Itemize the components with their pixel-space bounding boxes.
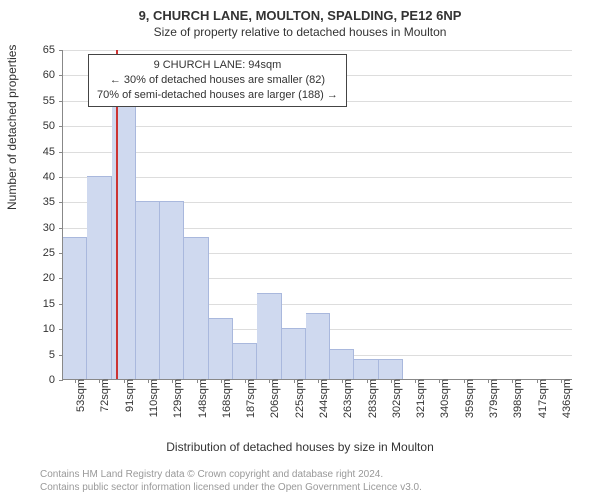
- x-tick-label: 321sqm: [415, 379, 427, 418]
- x-tick-label: 187sqm: [245, 379, 257, 418]
- x-tick-label: 129sqm: [172, 379, 184, 418]
- y-tick-label: 15: [43, 298, 63, 310]
- x-axis-title: Distribution of detached houses by size …: [0, 440, 600, 454]
- y-tick-label: 50: [43, 120, 63, 132]
- histogram-bar: [330, 349, 354, 379]
- x-tick-label: 340sqm: [439, 379, 451, 418]
- x-tick-label: 91sqm: [124, 379, 136, 412]
- x-tick-label: 206sqm: [269, 379, 281, 418]
- grid-line: [63, 126, 572, 127]
- y-tick-label: 45: [43, 146, 63, 158]
- histogram-bar: [209, 318, 233, 379]
- y-tick-label: 60: [43, 69, 63, 81]
- x-tick-label: 283sqm: [367, 379, 379, 418]
- grid-line: [63, 177, 572, 178]
- footer-line-1: Contains HM Land Registry data © Crown c…: [40, 469, 422, 482]
- y-tick-label: 40: [43, 171, 63, 183]
- y-tick-label: 20: [43, 272, 63, 284]
- histogram-bar: [257, 293, 281, 379]
- y-tick-label: 10: [43, 323, 63, 335]
- x-tick-label: 72sqm: [99, 379, 111, 412]
- histogram-chart: 0510152025303540455055606553sqm72sqm91sq…: [62, 50, 572, 380]
- x-tick-label: 379sqm: [488, 379, 500, 418]
- histogram-bar: [63, 237, 87, 379]
- x-tick-label: 417sqm: [537, 379, 549, 418]
- y-tick-label: 55: [43, 95, 63, 107]
- x-tick-label: 168sqm: [221, 379, 233, 418]
- y-tick-label: 35: [43, 196, 63, 208]
- y-tick-label: 5: [49, 349, 63, 361]
- histogram-bar: [160, 201, 184, 379]
- histogram-bar: [306, 313, 330, 379]
- footer-line-2: Contains public sector information licen…: [40, 482, 422, 495]
- histogram-bar: [184, 237, 208, 379]
- page-subtitle: Size of property relative to detached ho…: [0, 23, 600, 39]
- x-tick-label: 244sqm: [318, 379, 330, 418]
- footer-attribution: Contains HM Land Registry data © Crown c…: [40, 469, 422, 494]
- histogram-bar: [233, 343, 257, 379]
- x-tick-label: 436sqm: [561, 379, 573, 418]
- info-box: 9 CHURCH LANE: 94sqm← 30% of detached ho…: [88, 54, 347, 107]
- histogram-bar: [282, 328, 306, 379]
- histogram-bar: [379, 359, 403, 379]
- x-tick-label: 263sqm: [342, 379, 354, 418]
- grid-line: [63, 152, 572, 153]
- info-box-line3: 70% of semi-detached houses are larger (…: [97, 88, 338, 103]
- grid-line: [63, 50, 572, 51]
- x-tick-label: 148sqm: [197, 379, 209, 418]
- histogram-bar: [87, 176, 111, 379]
- histogram-bar: [136, 201, 160, 379]
- y-tick-label: 25: [43, 247, 63, 259]
- x-tick-label: 398sqm: [512, 379, 524, 418]
- x-tick-label: 302sqm: [391, 379, 403, 418]
- page-title: 9, CHURCH LANE, MOULTON, SPALDING, PE12 …: [0, 0, 600, 23]
- x-tick-label: 110sqm: [148, 379, 160, 417]
- info-box-line2: ← 30% of detached houses are smaller (82…: [97, 73, 338, 88]
- x-tick-label: 225sqm: [294, 379, 306, 418]
- y-tick-label: 0: [49, 374, 63, 386]
- x-tick-label: 359sqm: [464, 379, 476, 418]
- y-tick-label: 65: [43, 44, 63, 56]
- histogram-bar: [112, 100, 136, 379]
- info-box-line1: 9 CHURCH LANE: 94sqm: [97, 58, 338, 73]
- y-axis-title: Number of detached properties: [5, 45, 19, 210]
- histogram-bar: [354, 359, 378, 379]
- y-tick-label: 30: [43, 222, 63, 234]
- x-tick-label: 53sqm: [75, 379, 87, 412]
